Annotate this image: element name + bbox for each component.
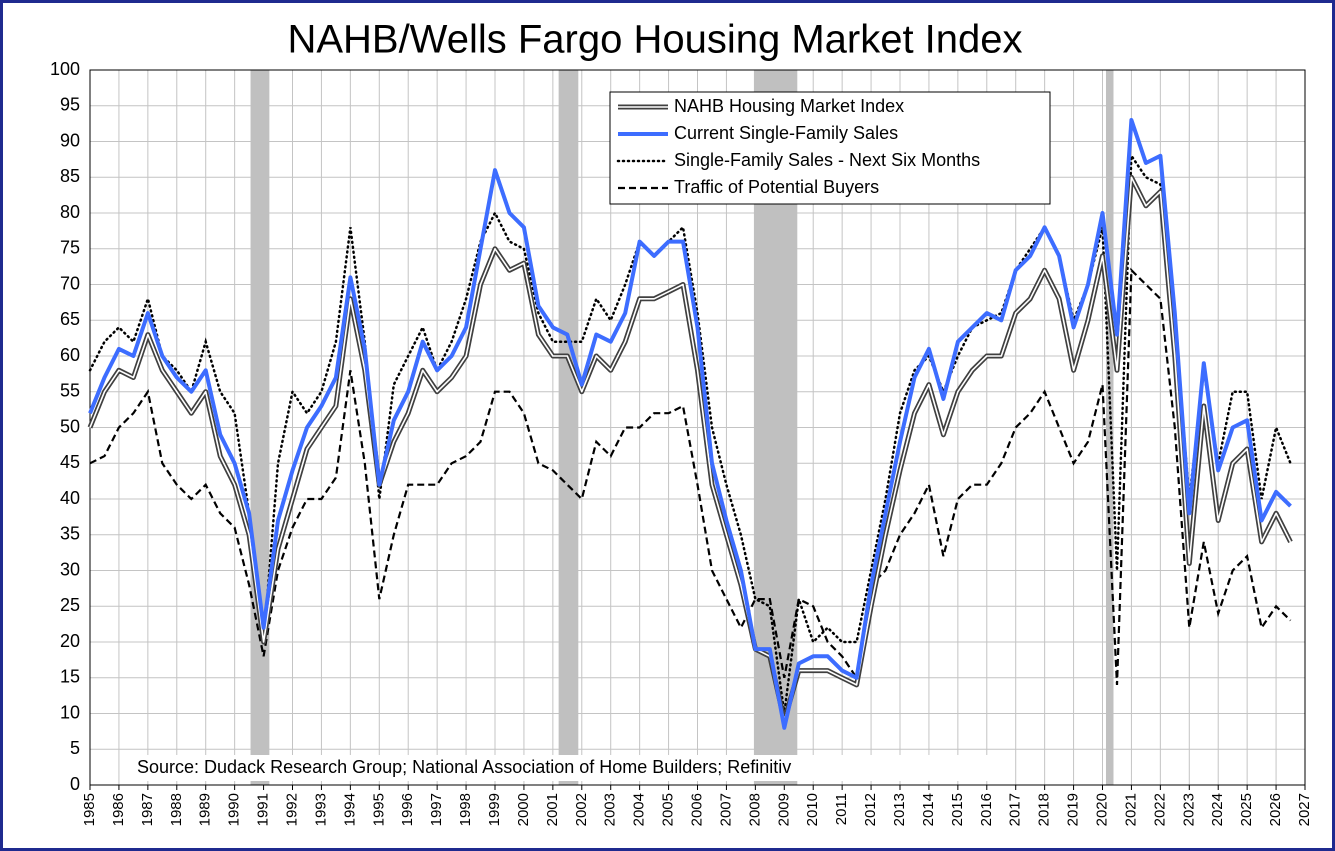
x-tick-label: 1988 xyxy=(168,793,185,826)
y-tick-label: 15 xyxy=(60,667,80,687)
x-tick-label: 1997 xyxy=(428,793,445,826)
x-tick-label: 1987 xyxy=(139,793,156,826)
x-tick-label: 2013 xyxy=(891,793,908,826)
legend xyxy=(609,91,1051,205)
y-tick-label: 10 xyxy=(60,702,80,722)
y-tick-label: 55 xyxy=(60,381,80,401)
x-tick-label: 2003 xyxy=(602,793,619,826)
y-tick-label: 100 xyxy=(50,59,80,79)
legend-label: Traffic of Potential Buyers xyxy=(674,177,879,197)
y-tick-label: 35 xyxy=(60,524,80,544)
x-tick-label: 2021 xyxy=(1122,793,1139,826)
x-tick-label: 2007 xyxy=(717,793,734,826)
x-tick-label: 2004 xyxy=(631,793,648,826)
y-tick-label: 95 xyxy=(60,95,80,115)
x-tick-label: 1995 xyxy=(370,793,387,826)
x-tick-label: 2012 xyxy=(862,793,879,826)
x-tick-label: 2026 xyxy=(1267,793,1284,826)
series xyxy=(89,267,1292,685)
x-tick-label: 2011 xyxy=(833,793,850,825)
x-tick-label: 2014 xyxy=(920,793,937,826)
series xyxy=(87,174,1293,724)
y-tick-label: 0 xyxy=(70,774,80,794)
x-tick-label: 2024 xyxy=(1209,793,1226,826)
x-tick-label: 2027 xyxy=(1296,793,1313,826)
recession-band xyxy=(558,70,579,785)
x-tick-label: 2016 xyxy=(978,793,995,826)
x-tick-label: 2006 xyxy=(688,793,705,826)
x-tick-label: 2025 xyxy=(1238,793,1255,826)
legend-label: NAHB Housing Market Index xyxy=(674,96,904,116)
x-tick-label: 1985 xyxy=(81,793,98,826)
x-tick-label: 1996 xyxy=(399,793,416,826)
recession-band xyxy=(250,70,270,785)
series-line xyxy=(88,118,1292,730)
x-tick-label: 1986 xyxy=(110,793,127,826)
x-tick-label: 2015 xyxy=(949,793,966,826)
x-tick-label: 2017 xyxy=(1007,793,1024,826)
x-tick-label: 2022 xyxy=(1151,793,1168,826)
x-tick-label: 2010 xyxy=(804,793,821,826)
x-tick-label: 1991 xyxy=(255,793,272,826)
y-tick-label: 90 xyxy=(60,130,80,150)
legend-label: Single-Family Sales - Next Six Months xyxy=(674,150,980,170)
x-tick-label: 2000 xyxy=(515,793,532,826)
series-line-inner xyxy=(89,176,1292,722)
legend-label: Current Single-Family Sales xyxy=(674,123,898,143)
x-tick-label: 2020 xyxy=(1093,793,1110,826)
series xyxy=(88,118,1292,730)
y-tick-label: 65 xyxy=(60,309,80,329)
x-tick-label: 1992 xyxy=(283,793,300,826)
y-tick-label: 50 xyxy=(60,416,80,436)
x-tick-label: 2005 xyxy=(660,793,677,826)
y-tick-label: 30 xyxy=(60,559,80,579)
chart-title: NAHB/Wells Fargo Housing Market Index xyxy=(287,18,1022,62)
source-note: Source: Dudack Research Group; National … xyxy=(137,757,791,777)
y-tick-label: 75 xyxy=(60,238,80,258)
y-tick-label: 80 xyxy=(60,202,80,222)
x-tick-label: 1990 xyxy=(226,793,243,826)
y-tick-label: 40 xyxy=(60,488,80,508)
x-tick-label: 1998 xyxy=(457,793,474,826)
y-tick-label: 60 xyxy=(60,345,80,365)
annotation-bg xyxy=(132,755,1002,781)
x-tick-label: 1989 xyxy=(197,793,214,826)
y-tick-label: 45 xyxy=(60,452,80,472)
y-tick-label: 20 xyxy=(60,631,80,651)
x-tick-label: 2001 xyxy=(544,793,561,826)
series-line xyxy=(89,267,1292,685)
x-tick-label: 2023 xyxy=(1180,793,1197,826)
x-tick-label: 1999 xyxy=(486,793,503,826)
y-tick-label: 85 xyxy=(60,166,80,186)
x-tick-label: 1994 xyxy=(341,793,358,826)
x-tick-label: 2009 xyxy=(775,793,792,826)
x-tick-label: 1993 xyxy=(312,793,329,826)
y-tick-label: 5 xyxy=(70,738,80,758)
x-tick-label: 2019 xyxy=(1065,793,1082,826)
x-tick-label: 2008 xyxy=(746,793,763,826)
x-tick-label: 2002 xyxy=(573,793,590,826)
y-tick-label: 70 xyxy=(60,273,80,293)
x-tick-label: 2018 xyxy=(1036,793,1053,826)
y-tick-label: 25 xyxy=(60,595,80,615)
